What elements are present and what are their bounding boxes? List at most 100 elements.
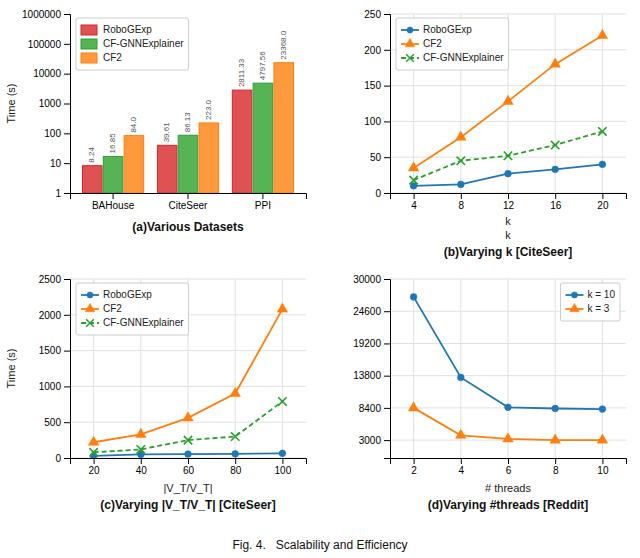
bar	[253, 83, 273, 193]
legend: RoboGExpCF-GNNExplainerCF2	[76, 18, 189, 70]
y-tick-mark	[384, 440, 390, 441]
x-tick-label: 60	[183, 465, 195, 476]
legend-marker	[86, 319, 94, 327]
legend-label: RoboGExp	[103, 289, 152, 300]
legend-box	[560, 283, 620, 321]
y-tick-label: 10000	[33, 68, 61, 79]
x-axis-line	[71, 194, 307, 200]
data-label: 16.85	[108, 133, 117, 154]
data-label: 223.0	[204, 99, 213, 120]
marker	[552, 405, 559, 412]
x-axis-title: |V_T/V_T|	[163, 482, 212, 494]
legend-marker	[406, 54, 414, 62]
legend-marker	[570, 303, 580, 311]
x-tick-mark	[188, 458, 189, 464]
y-tick-mark	[384, 311, 390, 312]
x-tick: 4	[459, 458, 465, 476]
marker	[89, 448, 97, 456]
y-tick-mark	[384, 376, 390, 377]
y-tick-mark	[384, 408, 390, 409]
y-axis-line	[64, 15, 71, 194]
grid	[390, 279, 626, 458]
y-axis-line	[64, 280, 71, 459]
y-tick: 1000	[39, 98, 70, 109]
x-tick-mark	[555, 193, 556, 199]
y-axis-title: Time (s)	[5, 349, 17, 389]
y-tick-label: 100000	[28, 39, 62, 50]
legend-label: CF2	[103, 303, 122, 314]
panel-title: (c)Varying |V_T/V_T| [CiteSeer]	[100, 498, 275, 512]
grid	[390, 14, 626, 193]
y-tick-mark	[384, 193, 390, 194]
marker	[183, 412, 194, 421]
legend-label: CF-GNNExplainer	[103, 38, 184, 49]
y-tick-label: 30000	[353, 274, 381, 285]
legend-box	[396, 18, 509, 70]
x-tick-label: 16	[550, 200, 562, 211]
y-tick-label: 100	[44, 128, 61, 139]
y-tick: 1	[55, 188, 70, 199]
x-tick-label: 8	[553, 465, 559, 476]
bar	[199, 123, 219, 193]
x-tick: CiteSeer	[169, 193, 209, 211]
marker	[599, 161, 606, 168]
y-tick-mark	[64, 133, 70, 134]
legend-label: k = 10	[587, 289, 615, 300]
x-tick-mark	[235, 458, 236, 464]
x-tick-mark	[282, 458, 283, 464]
grid-line-x	[413, 279, 414, 458]
bar	[274, 63, 294, 193]
y-tick-label: 1000	[39, 381, 62, 392]
x-tick-mark	[141, 458, 142, 464]
marker	[88, 436, 99, 445]
y-tick-mark	[384, 279, 390, 280]
x-tick-label: 80	[230, 465, 242, 476]
y-tick-mark	[384, 86, 390, 87]
marker	[278, 397, 286, 405]
x-tick-mark	[602, 458, 603, 464]
x-tick: 16	[550, 193, 562, 211]
y-tick: 100000	[28, 39, 70, 50]
data-label: 86.13	[183, 112, 192, 133]
bar	[124, 136, 144, 193]
y-tick-mark	[384, 343, 390, 344]
y-axis: 3000840013800192002460030000	[353, 274, 390, 459]
y-tick: 500	[44, 417, 70, 428]
data-label: 84.0	[129, 116, 138, 132]
y-tick-label: 8400	[359, 403, 382, 414]
x-tick: 12	[503, 193, 515, 211]
y-tick-label: 3000	[359, 435, 382, 446]
marker	[503, 95, 514, 104]
legend-marker	[85, 303, 95, 311]
legend: RoboGExpCF2CF-GNNExplainer	[396, 18, 509, 70]
x-tick-label: PPI	[255, 200, 271, 211]
x-tick: 6	[506, 458, 512, 476]
y-tick-label: 13800	[353, 370, 381, 381]
legend: RoboGExpCF2CF-GNNExplainer	[76, 283, 189, 335]
grid-line-x	[235, 279, 236, 458]
data-label: 23368.0	[279, 30, 288, 59]
y-axis-line	[384, 280, 391, 459]
legend-label: k = 3	[587, 303, 609, 314]
legend-marker	[571, 292, 577, 298]
y-tick: 13800	[353, 370, 390, 381]
panel: 05010015020025048121620kk(b)Varying k [C…	[364, 9, 626, 259]
marker	[504, 152, 512, 160]
y-tick: 0	[375, 188, 390, 199]
panel: 1101001000100001000001000000BAHouseCiteS…	[5, 9, 307, 234]
y-tick-label: 2000	[39, 310, 62, 321]
legend-box	[76, 283, 189, 335]
x-tick-mark	[508, 458, 509, 464]
legend-marker	[87, 292, 93, 298]
x-tick-label: 2	[411, 465, 417, 476]
bar	[103, 156, 123, 193]
line	[94, 401, 283, 452]
x-tick-label: 12	[503, 200, 515, 211]
y-tick-label: 1500	[39, 345, 62, 356]
y-tick-mark	[64, 44, 70, 45]
marker	[232, 450, 239, 457]
bar	[82, 166, 102, 193]
y-tick-label: 50	[370, 152, 382, 163]
marker	[550, 434, 561, 443]
marker	[457, 181, 464, 188]
